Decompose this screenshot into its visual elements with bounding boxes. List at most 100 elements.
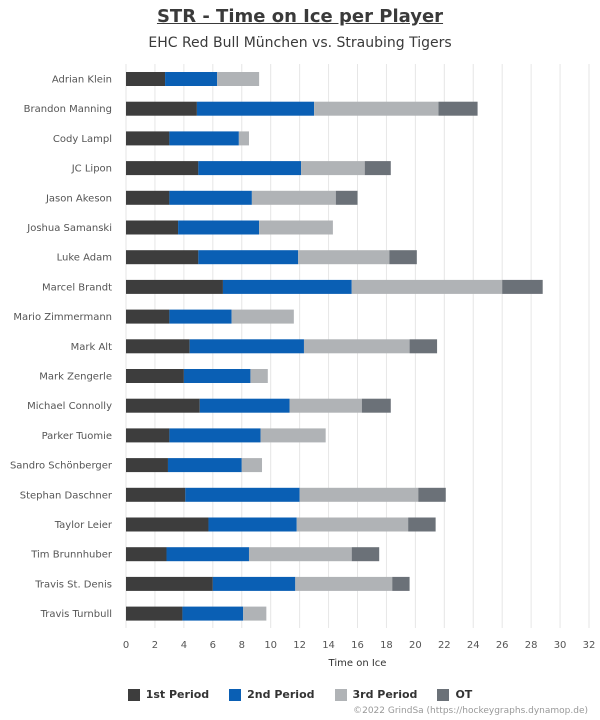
bar-segment bbox=[126, 339, 190, 354]
x-tick-label: 26 bbox=[496, 640, 509, 651]
bar-segment bbox=[299, 487, 419, 502]
bar-segment bbox=[126, 398, 200, 413]
bar-segment bbox=[196, 101, 315, 116]
bar-segment bbox=[438, 101, 478, 116]
legend-label: 2nd Period bbox=[247, 688, 315, 701]
y-category-label: Michael Connolly bbox=[27, 401, 112, 412]
y-category-label: Stephan Daschner bbox=[20, 490, 113, 501]
bar-segment bbox=[260, 428, 326, 443]
x-tick-label: 10 bbox=[264, 640, 277, 651]
legend-swatch bbox=[334, 688, 347, 701]
bar-segment bbox=[389, 250, 417, 265]
bar-segment bbox=[351, 547, 380, 562]
bar-segment bbox=[178, 220, 260, 235]
x-tick-label: 24 bbox=[467, 640, 480, 651]
bar-segment bbox=[165, 72, 218, 86]
bar-segment bbox=[248, 547, 352, 562]
legend-swatch bbox=[229, 688, 242, 701]
bar-segment bbox=[208, 517, 297, 532]
bar-segment bbox=[351, 279, 503, 294]
bar-segment bbox=[335, 190, 358, 205]
bar-segment bbox=[212, 576, 296, 591]
bar-segment bbox=[217, 72, 260, 86]
y-category-label: Parker Tuomie bbox=[42, 431, 112, 442]
bar-segment bbox=[126, 161, 199, 176]
bar-segment bbox=[126, 309, 170, 324]
bar-segment bbox=[182, 606, 244, 621]
bar-segment bbox=[126, 487, 186, 502]
bar-segment bbox=[502, 279, 543, 294]
bar-segment bbox=[126, 547, 167, 562]
bar-segment bbox=[259, 220, 333, 235]
y-category-label: Travis Turnbull bbox=[40, 609, 112, 620]
bar-segment bbox=[126, 428, 170, 443]
bar-segment bbox=[243, 606, 267, 621]
bar-segment bbox=[126, 576, 213, 591]
bar-segment bbox=[167, 458, 242, 473]
bar-segment bbox=[169, 131, 239, 146]
x-tick-label: 22 bbox=[438, 640, 451, 651]
y-category-label: Cody Lampl bbox=[53, 134, 112, 145]
bar-segment bbox=[238, 131, 249, 146]
bar-segment bbox=[126, 190, 170, 205]
y-category-label: Marcel Brandt bbox=[42, 282, 112, 293]
bar-segment bbox=[301, 161, 365, 176]
y-category-label: Tim Brunnhuber bbox=[30, 550, 113, 561]
y-category-label: Mario Zimmermann bbox=[13, 312, 112, 323]
chart-legend: 1st Period 2nd Period 3rd Period OT bbox=[0, 688, 600, 701]
legend-label: OT bbox=[455, 688, 473, 701]
bar-segment bbox=[169, 190, 252, 205]
bar-segment bbox=[250, 369, 268, 383]
x-axis-label: Time on Ice bbox=[328, 658, 387, 669]
bar-segment bbox=[126, 606, 183, 621]
x-tick-label: 2 bbox=[152, 640, 158, 651]
bar-segment bbox=[303, 339, 410, 354]
bar-segment bbox=[418, 487, 446, 502]
bar-segment bbox=[166, 547, 249, 562]
bar-segment bbox=[198, 161, 302, 176]
y-category-label: Jason Akeson bbox=[45, 193, 112, 204]
legend-label: 1st Period bbox=[145, 688, 210, 701]
credit-text: ©2022 GrindSa (https://hockeygraphs.dyna… bbox=[353, 706, 588, 716]
x-tick-label: 30 bbox=[554, 640, 567, 651]
x-tick-label: 20 bbox=[409, 640, 422, 651]
bar-segment bbox=[126, 517, 209, 532]
x-tick-label: 12 bbox=[293, 640, 306, 651]
y-category-label: Adrian Klein bbox=[52, 75, 112, 86]
legend-item: 2nd Period bbox=[229, 688, 315, 701]
bar-segment bbox=[126, 279, 223, 294]
x-tick-label: 16 bbox=[351, 640, 364, 651]
x-tick-label: 32 bbox=[583, 640, 596, 651]
x-tick-label: 8 bbox=[239, 640, 245, 651]
bar-segment bbox=[409, 339, 438, 354]
x-tick-label: 6 bbox=[210, 640, 216, 651]
bar-segment bbox=[126, 131, 170, 146]
bar-segment bbox=[199, 398, 290, 413]
bar-segment bbox=[298, 250, 390, 265]
legend-swatch bbox=[127, 688, 140, 701]
y-category-label: Mark Alt bbox=[71, 342, 112, 353]
bar-segment bbox=[126, 72, 166, 86]
bar-segment bbox=[169, 309, 232, 324]
y-category-label: Luke Adam bbox=[57, 253, 112, 264]
x-tick-label: 18 bbox=[380, 640, 393, 651]
bar-segment bbox=[361, 398, 391, 413]
x-tick-label: 4 bbox=[181, 640, 187, 651]
bar-segment bbox=[126, 250, 199, 265]
bar-segment bbox=[241, 458, 263, 473]
bar-segment bbox=[364, 161, 391, 176]
bar-segment bbox=[222, 279, 352, 294]
y-category-label: Mark Zengerle bbox=[39, 372, 112, 383]
legend-item: OT bbox=[437, 688, 472, 701]
legend-label: 3rd Period bbox=[352, 688, 418, 701]
x-tick-label: 28 bbox=[525, 640, 538, 651]
legend-item: 3rd Period bbox=[334, 688, 418, 701]
y-category-label: Travis St. Denis bbox=[34, 579, 112, 590]
bar-segment bbox=[126, 101, 197, 116]
bar-segment bbox=[185, 487, 300, 502]
bar-segment bbox=[408, 517, 436, 532]
legend-swatch bbox=[437, 688, 450, 701]
y-category-label: Taylor Leier bbox=[54, 520, 113, 531]
bar-segment bbox=[231, 309, 294, 324]
y-category-label: Brandon Manning bbox=[24, 104, 112, 115]
